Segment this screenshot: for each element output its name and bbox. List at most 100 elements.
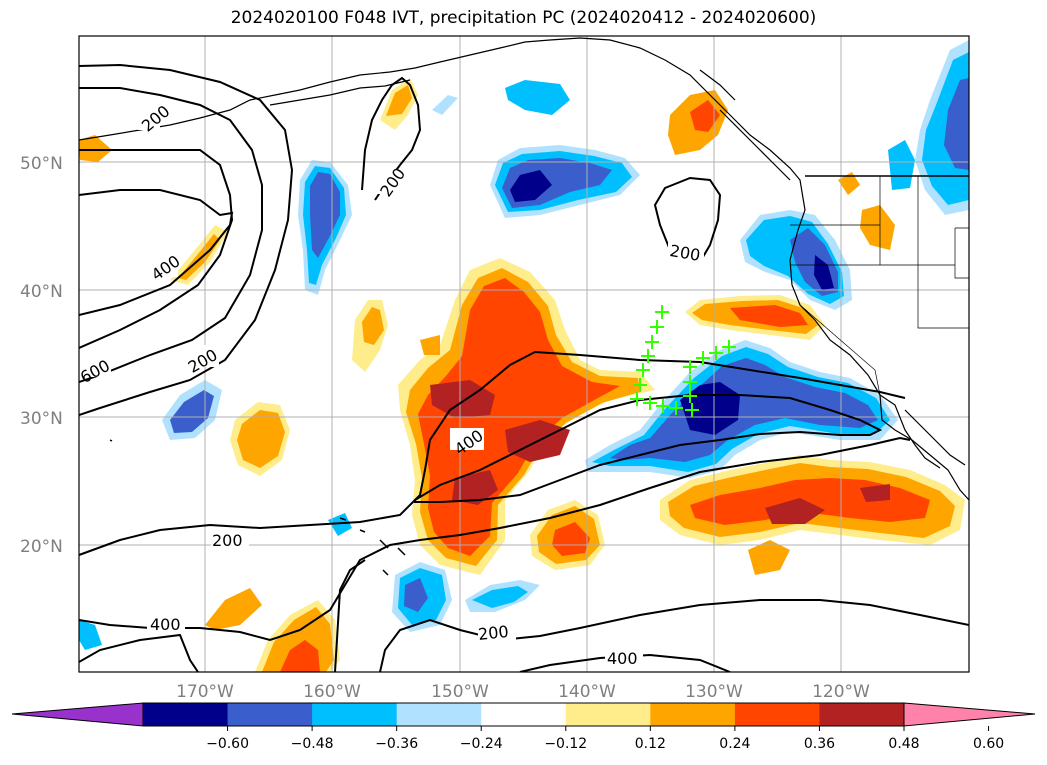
colorbar-segment <box>734 703 820 726</box>
negative-region-gulf-alaska-light <box>432 95 458 115</box>
positive-region-south-central-red <box>552 522 590 556</box>
colorbar: −0.60 −0.48 −0.36 −0.24 −0.12 0.12 0.24 0.36 0.4… <box>11 702 1036 752</box>
ivt-contour-400-sw <box>334 559 366 672</box>
ivt-contour-200-se <box>379 599 969 672</box>
observation-marker <box>650 320 664 334</box>
lon-label-130w: 130°W <box>685 682 743 702</box>
positive-region-small-1-orange <box>362 307 384 345</box>
contour-label-400-sw: 400 <box>150 615 181 634</box>
colorbar-segment <box>143 703 229 726</box>
positive-region-bc-coast-red <box>690 100 720 132</box>
observation-marker <box>685 403 699 417</box>
observation-marker <box>630 392 644 406</box>
colorbar-segment <box>650 703 736 726</box>
negative-region-north-central-navy <box>510 170 552 202</box>
colorbar-label: −0.36 <box>375 736 418 752</box>
observation-marker <box>722 340 736 354</box>
negative-region-west-small-blue <box>170 390 214 433</box>
colorbar-labels: −0.60 −0.48 −0.36 −0.24 −0.12 0.12 0.24 0.36 0.4… <box>206 726 1004 752</box>
ivt-contour-200-jet-north <box>79 350 906 556</box>
colorbar-label: −0.24 <box>460 736 503 752</box>
observation-marker <box>709 346 723 360</box>
observation-marker <box>696 351 710 365</box>
negative-region-canada-2 <box>888 140 915 190</box>
negative-region-us-west-navy <box>814 255 834 290</box>
negative-region-main-blue <box>610 358 878 462</box>
colorbar-label: −0.48 <box>291 736 334 752</box>
latitude-labels: 50°N 40°N 30°N 20°N <box>20 154 63 557</box>
positive-region-oregon-offshore-red <box>730 305 808 327</box>
colorbar-segment <box>481 703 567 726</box>
ivt-contour-400-west <box>79 87 263 383</box>
colorbar-extend-high <box>903 702 1036 727</box>
negative-region-south-2-cyan <box>472 586 528 608</box>
colorbar-label: 0.48 <box>888 736 919 752</box>
negative-region-hawaii <box>328 513 352 536</box>
ivt-contour-400-south <box>79 633 199 672</box>
colorbar-label: 0.12 <box>635 736 666 752</box>
colorbar-label: −0.12 <box>544 736 587 752</box>
contour-label-200-s: 200 <box>212 531 243 550</box>
colorbar-label: 0.60 <box>973 736 1004 752</box>
positive-region-small-4 <box>79 135 112 162</box>
ivt-contour-inner-west <box>79 189 234 316</box>
data-layer: 200 400 200 600 200 400 200 400 200 400 … <box>79 36 969 672</box>
coastlines <box>79 37 969 576</box>
lon-label-160w: 160°W <box>303 682 361 702</box>
ivt-contour-600-west <box>79 149 234 349</box>
graticule <box>79 36 969 672</box>
positive-region-southeast-darkred <box>765 498 825 524</box>
colorbar-label: 0.36 <box>804 736 835 752</box>
positive-region-central-darkred-3 <box>452 470 498 505</box>
observation-marker <box>656 399 670 413</box>
positive-region-sw-corner-red <box>280 640 320 672</box>
lat-label-20n: 20°N <box>20 537 63 557</box>
observation-marker <box>643 396 657 410</box>
ivt-contour-200-west <box>79 63 294 416</box>
contour-label-400-se: 400 <box>607 649 638 668</box>
observation-marker <box>683 360 697 374</box>
positive-region-alaska-orange <box>386 85 412 116</box>
observation-marker <box>636 363 650 377</box>
colorbar-label: 0.24 <box>719 736 750 752</box>
lat-label-40n: 40°N <box>20 282 63 302</box>
positive-region-west-orange <box>237 410 285 468</box>
negative-region-south-blue <box>404 578 428 612</box>
positive-region-small-2 <box>838 172 860 195</box>
colorbar-segment <box>227 703 313 726</box>
observation-marker <box>669 401 683 415</box>
observation-marker <box>641 349 655 363</box>
positive-region-small-5 <box>748 540 790 575</box>
lon-label-120w: 120°W <box>812 682 870 702</box>
ivt-contours <box>79 63 969 672</box>
observation-markers <box>630 305 736 417</box>
ivt-contour-200-jet-south <box>79 436 911 642</box>
negative-region-canada-blue <box>944 78 969 170</box>
lon-label-140w: 140°W <box>558 682 616 702</box>
contour-label-200-se: 200 <box>477 622 509 644</box>
negative-region-sw <box>79 620 102 650</box>
map-title: 2024020100 F048 IVT, precipitation PC (2… <box>230 8 817 28</box>
observation-marker <box>645 335 659 349</box>
observation-marker <box>683 375 697 389</box>
lon-label-150w: 150°W <box>431 682 489 702</box>
colorbar-segment <box>396 703 482 726</box>
colorbar-segment <box>312 703 398 726</box>
positive-region-small-6 <box>420 335 440 355</box>
observation-marker <box>683 389 697 403</box>
colorbar-label: −0.60 <box>206 736 249 752</box>
lat-label-30n: 30°N <box>20 409 63 429</box>
ivt-contour-400-jet <box>414 394 883 503</box>
colorbar-extend-low <box>11 702 144 727</box>
colorbar-segment <box>819 703 905 726</box>
observation-marker <box>633 378 647 392</box>
longitude-labels: 170°W 160°W 150°W 140°W 130°W 120°W <box>176 682 870 702</box>
observation-marker <box>655 305 669 319</box>
colorbar-frame <box>142 702 905 727</box>
colorbar-segment <box>565 703 651 726</box>
ivt-contour-200-north <box>361 76 422 201</box>
colorbar-segments <box>143 703 905 726</box>
positive-anomaly-regions <box>79 78 965 672</box>
negative-region-gulf-alaska <box>505 80 570 115</box>
